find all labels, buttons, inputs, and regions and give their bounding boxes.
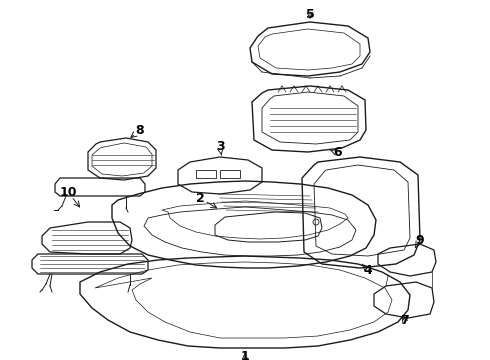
Text: 5: 5	[306, 8, 315, 21]
Text: 6: 6	[334, 147, 343, 159]
Text: 10: 10	[59, 185, 77, 198]
Text: 4: 4	[364, 264, 372, 276]
Text: 8: 8	[136, 123, 145, 136]
Text: 1: 1	[241, 350, 249, 360]
Text: 2: 2	[196, 192, 204, 204]
Text: 7: 7	[400, 314, 408, 327]
Text: 9: 9	[416, 234, 424, 247]
Text: 3: 3	[216, 140, 224, 153]
